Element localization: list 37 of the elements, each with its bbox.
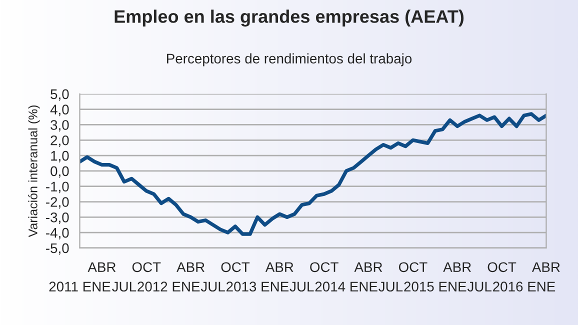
- x-tick-label: ABR: [265, 262, 294, 272]
- y-tick-label: -5,0: [46, 243, 69, 255]
- x-tick-label: ABR: [532, 262, 560, 272]
- y-tick-label: 1,0: [51, 150, 69, 162]
- x-tick-label: 2015 ENE: [404, 282, 466, 292]
- x-tick-label: OCT: [488, 262, 516, 272]
- x-tick-label: ABR: [88, 262, 116, 272]
- y-tick-label: -4,0: [46, 228, 69, 240]
- x-tick-label: 2011 ENE: [49, 282, 110, 292]
- y-tick-label: -1,0: [46, 182, 69, 194]
- x-tick-label: 2016 ENE: [493, 282, 556, 292]
- x-tick-label: OCT: [310, 262, 338, 272]
- x-tick-label: JUL: [112, 282, 136, 292]
- chart-subtitle: Perceptores de rendimientos del trabajo: [167, 53, 412, 66]
- x-tick-label: JUL: [467, 282, 492, 292]
- x-tick-label: 2013 ENE: [226, 282, 289, 292]
- y-tick-label: 2,0: [50, 135, 69, 147]
- x-tick-label: ABR: [176, 262, 204, 272]
- x-tick-label: JUL: [200, 282, 225, 292]
- y-tick-label: 4,0: [50, 104, 69, 116]
- line-series: [80, 112, 546, 236]
- x-tick-label: OCT: [132, 262, 161, 272]
- x-tick-label: OCT: [398, 262, 428, 272]
- y-tick-label: -2,0: [46, 197, 69, 209]
- y-tick-label: 0,0: [50, 166, 69, 178]
- y-axis-title: Variación interanual (%): [28, 105, 40, 238]
- x-tick-label: OCT: [221, 262, 250, 272]
- x-tick-label: ABR: [354, 262, 382, 272]
- chart-title: Empleo en las grandes empresas (AEAT): [114, 10, 464, 27]
- x-tick-label: JUL: [290, 282, 314, 292]
- y-tick-label: -3,0: [46, 212, 69, 224]
- x-tick-label: ABR: [443, 262, 471, 272]
- x-tick-label: 2012 ENE: [138, 282, 200, 292]
- y-tick-label: 3,0: [50, 120, 69, 132]
- x-tick-label: 2014 ENE: [315, 282, 378, 292]
- y-tick-label: 5,0: [50, 89, 69, 101]
- x-tick-label: JUL: [378, 282, 403, 292]
